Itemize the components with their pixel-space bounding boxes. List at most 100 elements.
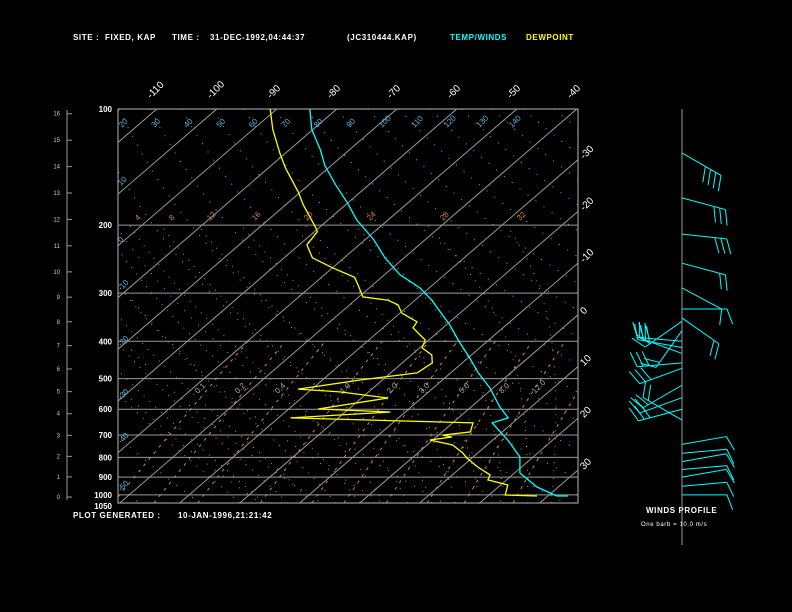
wind-barb-staff bbox=[639, 397, 683, 414]
wind-barb-staff bbox=[681, 262, 726, 276]
dry-adiabat-label: 100 bbox=[377, 113, 393, 129]
wind-barb-flag bbox=[646, 325, 650, 342]
dry-adiabat-line bbox=[0, 109, 18, 503]
dry-adiabat-line bbox=[180, 109, 578, 451]
isotherm-top-label: -100 bbox=[205, 79, 227, 101]
pressure-tick-label: 300 bbox=[99, 289, 113, 298]
wind-barb bbox=[642, 381, 683, 421]
pressure-tick-label: 500 bbox=[99, 375, 113, 384]
isotherm-line bbox=[118, 109, 278, 247]
moist-adiabat-line bbox=[118, 248, 361, 503]
mixing-ratio-label: 2.0 bbox=[385, 381, 400, 396]
moist-adiabat-line bbox=[160, 224, 409, 503]
time-value: 31-DEC-1992,04:44:37 bbox=[210, 33, 306, 42]
dry-adiabat-label: 70 bbox=[280, 116, 293, 129]
wind-barb-staff bbox=[681, 465, 727, 471]
dry-adiabat-left-label: 0 bbox=[116, 235, 126, 245]
isotherm-line bbox=[299, 262, 578, 503]
plot-generated-value: 10-JAN-1996,21:21:42 bbox=[178, 511, 273, 520]
wind-barb-flag bbox=[724, 209, 728, 226]
dry-adiabat-label: 90 bbox=[345, 116, 358, 129]
height-tick-label: 1 bbox=[57, 475, 61, 481]
mixing-ratio-label: 5.0 bbox=[457, 381, 472, 396]
wind-barb-staff bbox=[681, 468, 727, 478]
dry-adiabat-line bbox=[429, 109, 578, 232]
moist-adiabat-label: 24 bbox=[365, 209, 378, 222]
isotherm-line bbox=[118, 109, 398, 350]
wind-barb-flag bbox=[713, 206, 716, 223]
moist-adiabat-line bbox=[118, 284, 337, 503]
wind-barb-flag bbox=[726, 494, 734, 510]
isotherm-right-label: -20 bbox=[578, 195, 596, 213]
wind-barb-staff bbox=[644, 320, 683, 348]
winds-barb-note: One barb = 10.0 m/s bbox=[641, 522, 708, 528]
wind-barb-flag bbox=[628, 371, 641, 385]
dry-adiabat-line bbox=[647, 109, 792, 503]
height-tick-label: 2 bbox=[57, 454, 61, 460]
moist-adiabat-label: 20 bbox=[302, 209, 315, 222]
isotherm-line bbox=[118, 109, 338, 299]
pressure-tick-label: 400 bbox=[99, 337, 113, 346]
mixing-ratio-label: 0.2 bbox=[233, 381, 248, 396]
moist-adiabat-line bbox=[506, 224, 557, 503]
moist-adiabat-label: 32 bbox=[515, 209, 528, 222]
height-tick-label: 6 bbox=[57, 367, 61, 373]
isotherm-line bbox=[118, 109, 158, 144]
isotherm-top-label: -40 bbox=[565, 83, 583, 101]
wind-barb-flag bbox=[640, 404, 651, 419]
winds-profile-title: WINDS PROFILE bbox=[646, 506, 718, 515]
wind-barb-flag bbox=[634, 369, 646, 382]
mixing-ratio-line bbox=[311, 340, 430, 503]
wind-barb-staff bbox=[681, 436, 727, 445]
wind-barb bbox=[681, 233, 732, 255]
wind-barb-staff bbox=[637, 339, 683, 348]
mixing-ratio-label: 0.1 bbox=[193, 381, 208, 396]
wind-barb-flag bbox=[702, 166, 706, 183]
dry-adiabat-line bbox=[616, 109, 792, 503]
dry-adiabat-label: 110 bbox=[410, 114, 426, 130]
dry-adiabat-line bbox=[118, 109, 566, 503]
mixing-ratio-line bbox=[385, 341, 496, 503]
wind-barb bbox=[628, 404, 683, 422]
mixing-ratio-line bbox=[197, 340, 326, 503]
wind-barb-flag bbox=[641, 351, 650, 366]
moist-adiabat-line bbox=[197, 224, 433, 503]
pressure-tick-label: 900 bbox=[99, 473, 113, 482]
wind-barb-flag bbox=[634, 406, 645, 420]
height-tick-label: 14 bbox=[53, 165, 60, 171]
isotherm-right-label: 10 bbox=[578, 353, 594, 369]
wind-barb bbox=[634, 323, 683, 348]
pressure-tick-label: 700 bbox=[99, 431, 113, 440]
wind-barb bbox=[682, 494, 734, 510]
height-tick-label: 12 bbox=[53, 217, 60, 223]
wind-barb-flag bbox=[631, 337, 646, 348]
dry-adiabat-line bbox=[118, 435, 201, 503]
wind-barb-flag bbox=[635, 394, 649, 406]
wind-barb-flag bbox=[714, 343, 720, 360]
wind-barb-staff bbox=[681, 481, 727, 487]
chart-frame bbox=[66, 108, 579, 504]
wind-barb-staff bbox=[681, 152, 722, 176]
dry-adiabat-line bbox=[491, 109, 578, 180]
wind-barb-flag bbox=[635, 351, 644, 367]
isotherm-right-label: 20 bbox=[578, 404, 594, 420]
time-label: TIME : bbox=[172, 33, 200, 42]
wind-barb-flag bbox=[719, 207, 722, 224]
wind-barb-flag bbox=[717, 175, 722, 192]
wind-barb-flag bbox=[642, 381, 647, 398]
height-tick-label: 8 bbox=[57, 320, 61, 326]
wind-barb-staff bbox=[638, 408, 683, 422]
wind-barb-flag bbox=[726, 308, 734, 325]
dry-adiabat-line bbox=[118, 282, 383, 503]
wind-barb bbox=[681, 481, 735, 497]
dry-adiabat-label: 80 bbox=[312, 116, 325, 129]
isotherm-line bbox=[660, 109, 792, 503]
moist-adiabat-line bbox=[118, 393, 241, 503]
moist-adiabat-line bbox=[600, 225, 639, 503]
dry-adiabat-label: 50 bbox=[215, 116, 228, 129]
pressure-tick-label: 200 bbox=[99, 221, 113, 230]
plot-generated-label: PLOT GENERATED : bbox=[73, 511, 161, 520]
height-tick-label: 4 bbox=[57, 412, 61, 418]
wind-barb-flag bbox=[719, 309, 723, 326]
